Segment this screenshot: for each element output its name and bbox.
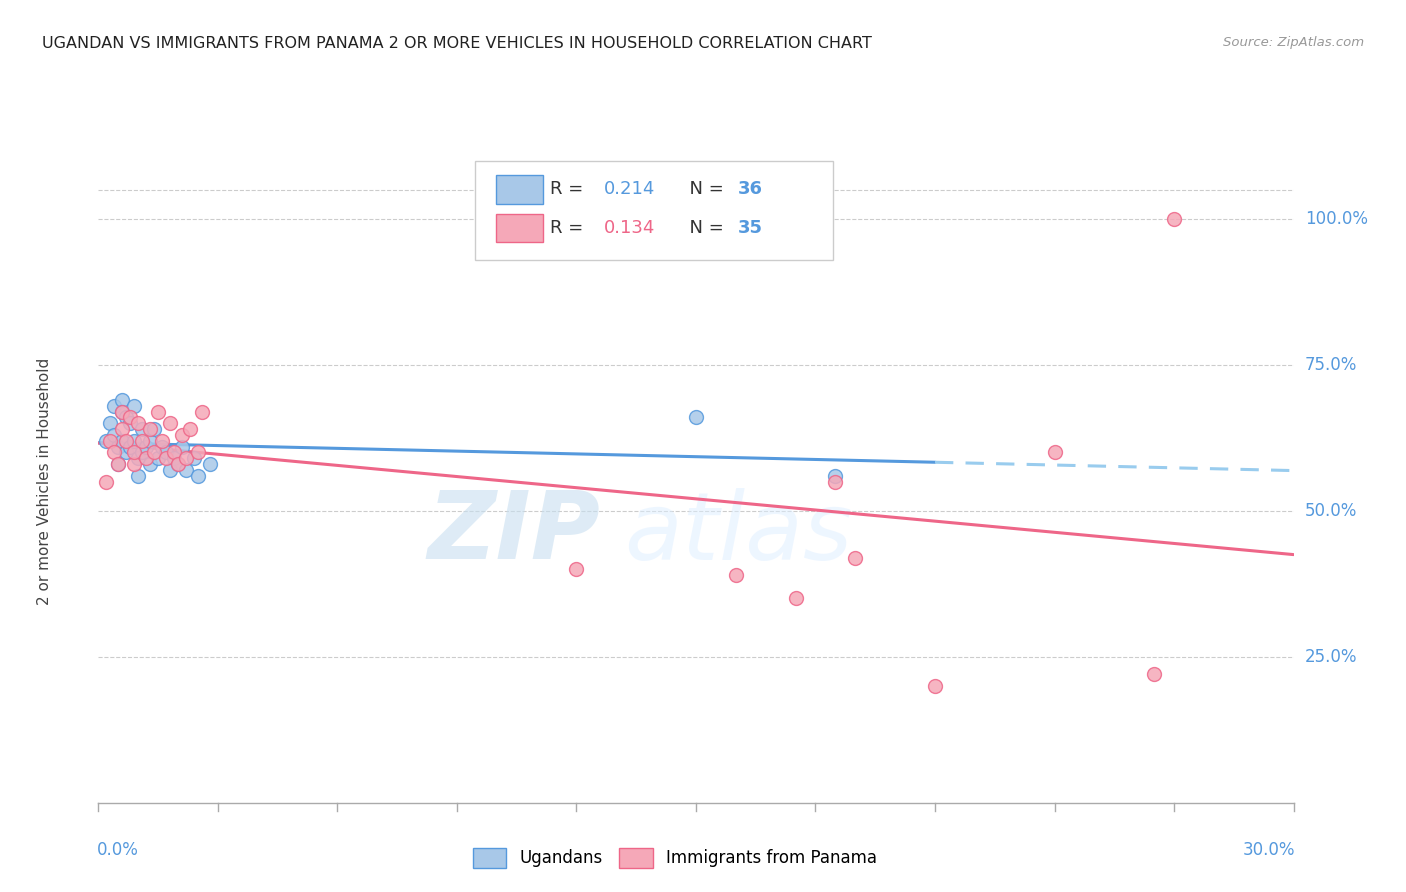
Point <box>159 463 181 477</box>
Point <box>183 451 205 466</box>
Point <box>115 434 138 448</box>
Point <box>120 417 142 431</box>
Text: ZIP: ZIP <box>427 487 600 579</box>
FancyBboxPatch shape <box>496 214 543 242</box>
Text: atlas: atlas <box>624 488 852 579</box>
Point <box>103 445 125 459</box>
Legend: Ugandans, Immigrants from Panama: Ugandans, Immigrants from Panama <box>465 841 884 875</box>
FancyBboxPatch shape <box>475 161 834 260</box>
Point <box>824 468 846 483</box>
Point <box>107 457 129 471</box>
Point <box>1163 211 1185 226</box>
Point <box>143 422 166 436</box>
Point <box>148 404 170 418</box>
Point <box>127 468 149 483</box>
Point <box>172 428 194 442</box>
Point <box>179 422 201 436</box>
Point <box>143 445 166 459</box>
Point <box>155 451 177 466</box>
Text: 35: 35 <box>738 219 763 237</box>
Point <box>1043 445 1066 459</box>
Text: 25.0%: 25.0% <box>1305 648 1357 665</box>
Text: UGANDAN VS IMMIGRANTS FROM PANAMA 2 OR MORE VEHICLES IN HOUSEHOLD CORRELATION CH: UGANDAN VS IMMIGRANTS FROM PANAMA 2 OR M… <box>42 36 872 51</box>
Point <box>148 451 170 466</box>
Point <box>150 434 173 448</box>
Point <box>685 410 707 425</box>
Point <box>124 457 146 471</box>
Text: N =: N = <box>678 219 730 237</box>
Point <box>131 445 153 459</box>
Text: R =: R = <box>550 219 589 237</box>
Text: 2 or more Vehicles in Household: 2 or more Vehicles in Household <box>37 358 52 606</box>
Point <box>135 451 157 466</box>
Point <box>191 404 214 418</box>
Point <box>111 434 134 448</box>
Point <box>96 434 118 448</box>
Point <box>1143 667 1166 681</box>
Text: R =: R = <box>550 180 589 198</box>
Point <box>96 475 118 489</box>
Text: 0.0%: 0.0% <box>97 841 139 859</box>
Text: 0.134: 0.134 <box>605 219 655 237</box>
Point <box>103 399 125 413</box>
Point <box>824 475 846 489</box>
Point <box>167 457 190 471</box>
Point <box>127 451 149 466</box>
Point <box>139 457 162 471</box>
Point <box>174 463 197 477</box>
Point <box>111 422 134 436</box>
Point <box>135 440 157 454</box>
Point <box>187 445 209 459</box>
Point <box>565 562 588 576</box>
Text: 30.0%: 30.0% <box>1243 841 1295 859</box>
Point <box>131 422 153 436</box>
Point <box>115 410 138 425</box>
Point <box>115 445 138 459</box>
Point <box>163 451 186 466</box>
Text: 36: 36 <box>738 180 763 198</box>
Point <box>107 457 129 471</box>
Point <box>172 440 194 454</box>
Text: 75.0%: 75.0% <box>1305 356 1357 374</box>
Point <box>111 404 134 418</box>
Point <box>98 434 122 448</box>
Point <box>785 591 807 606</box>
Point <box>174 451 197 466</box>
Text: N =: N = <box>678 180 730 198</box>
Point <box>139 434 162 448</box>
Point <box>120 440 142 454</box>
Point <box>198 457 221 471</box>
Point <box>127 417 149 431</box>
Point <box>124 399 146 413</box>
Point <box>155 445 177 459</box>
Text: 0.214: 0.214 <box>605 180 655 198</box>
Point <box>159 417 181 431</box>
Point <box>844 550 866 565</box>
Point <box>111 392 134 407</box>
Point <box>124 445 146 459</box>
Point <box>124 434 146 448</box>
Point <box>163 445 186 459</box>
FancyBboxPatch shape <box>496 176 543 203</box>
Point <box>107 440 129 454</box>
Point <box>120 410 142 425</box>
Point <box>150 440 173 454</box>
Point <box>131 434 153 448</box>
Text: 100.0%: 100.0% <box>1305 210 1368 228</box>
Point <box>111 404 134 418</box>
Point <box>924 679 946 693</box>
Point <box>103 428 125 442</box>
Point <box>98 417 122 431</box>
Point <box>167 457 190 471</box>
Text: 50.0%: 50.0% <box>1305 502 1357 520</box>
Point <box>139 422 162 436</box>
Point <box>724 568 747 582</box>
Text: Source: ZipAtlas.com: Source: ZipAtlas.com <box>1223 36 1364 49</box>
Point <box>187 468 209 483</box>
